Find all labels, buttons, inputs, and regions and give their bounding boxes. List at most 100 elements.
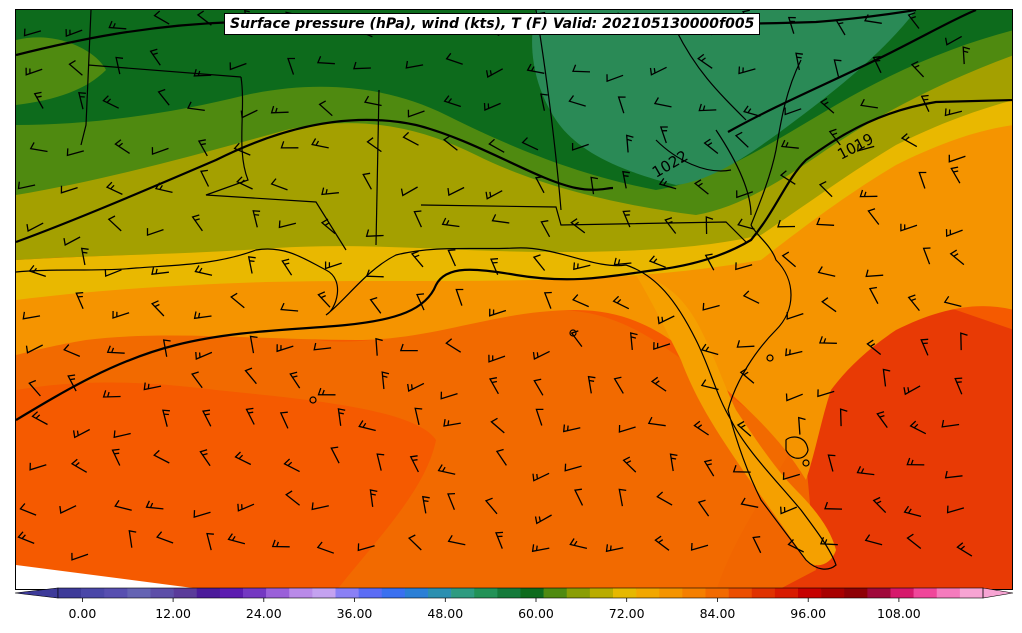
wind-barb: [920, 94, 930, 112]
wind-barb: [363, 95, 382, 107]
wind-barb: [819, 97, 835, 114]
wind-barb: [653, 342, 671, 350]
wind-barb: [381, 371, 390, 390]
wind-barb: [700, 379, 719, 391]
wind-barb: [960, 332, 968, 351]
wind-barb: [903, 505, 922, 518]
colorbar-cell: [589, 588, 614, 598]
wind-barb: [19, 503, 37, 516]
wind-barb: [146, 228, 164, 237]
wind-barb: [950, 166, 961, 184]
wind-barb: [521, 137, 539, 151]
wind-barb: [941, 419, 960, 428]
wind-barb: [366, 137, 382, 153]
wind-barb: [868, 286, 879, 305]
wind-barb: [229, 62, 247, 71]
map-title: Surface pressure (hPa), wind (kts), T (F…: [224, 13, 761, 35]
wind-barb: [669, 453, 678, 472]
wind-barbs: [17, 10, 973, 561]
wind-barb: [954, 377, 963, 395]
wind-barb: [114, 139, 130, 154]
wind-barb: [650, 376, 667, 392]
wind-barb: [247, 256, 256, 274]
wind-barb: [318, 100, 333, 117]
wind-barb: [572, 64, 591, 73]
colorbar-cell: [566, 588, 591, 598]
wind-barb: [664, 217, 677, 234]
colorbar-cell: [636, 588, 660, 598]
wind-barb: [816, 217, 835, 226]
wind-barb: [112, 310, 130, 319]
wind-barb: [330, 446, 340, 464]
wind-barb: [613, 376, 624, 394]
colorbar-extend-max: [982, 587, 1014, 599]
wind-barb: [736, 340, 755, 348]
wind-barb: [104, 269, 122, 278]
wind-barb: [442, 135, 458, 151]
wind-barb: [654, 535, 670, 551]
wind-barb: [944, 470, 963, 479]
wind-barb: [742, 290, 760, 304]
wind-barb: [197, 139, 208, 157]
wind-barb: [785, 393, 803, 402]
wind-barb: [191, 371, 203, 389]
wind-barb: [280, 141, 299, 149]
wind-barb: [779, 170, 796, 185]
wind-barb: [287, 57, 295, 75]
wind-barb: [488, 138, 505, 153]
wind-barb: [162, 339, 171, 357]
wind-barb: [111, 448, 121, 466]
wind-barb: [785, 348, 803, 357]
wind-barb: [617, 96, 626, 114]
wind-barb: [289, 371, 301, 389]
wind-barb: [922, 247, 931, 265]
wind-barb: [362, 172, 372, 190]
wind-barb: [489, 308, 507, 317]
wind-barb: [700, 343, 719, 356]
wind-barb: [949, 249, 965, 266]
wind-barb: [402, 131, 419, 146]
wind-barb: [865, 269, 884, 278]
wind-barb: [279, 411, 289, 429]
wind-barb: [59, 505, 77, 514]
wind-barb: [227, 533, 246, 545]
wind-barb: [574, 488, 584, 506]
wind-barb: [65, 29, 83, 38]
wind-barb: [317, 387, 336, 396]
wind-barb: [656, 491, 673, 506]
wind-barb: [29, 462, 47, 471]
wind-barb: [285, 490, 301, 506]
wind-barb: [657, 315, 675, 325]
colorbar-cell: [219, 588, 244, 598]
wind-barb: [244, 367, 257, 385]
wind-barb: [738, 66, 756, 75]
wind-barb: [128, 529, 137, 548]
colorbar-tick-label: 12.00: [155, 606, 191, 621]
wind-barb: [488, 377, 499, 395]
wind-barb: [572, 294, 589, 308]
colorbar-cell: [358, 588, 383, 598]
wind-barb: [613, 257, 632, 266]
wind-barb: [245, 407, 255, 425]
wind-barb: [534, 514, 552, 525]
wind-barb: [962, 46, 971, 65]
wind-barb: [187, 101, 205, 112]
wind-barb: [151, 267, 169, 275]
wind-barb: [659, 126, 668, 144]
wind-barb: [606, 74, 624, 83]
wind-barb: [526, 63, 545, 74]
wind-barb: [154, 182, 173, 194]
wind-barb: [67, 374, 77, 392]
wind-barb: [531, 544, 550, 553]
wind-barb: [782, 472, 800, 481]
wind-barb: [416, 293, 425, 311]
wind-barb: [353, 61, 371, 70]
wind-barb: [780, 139, 799, 149]
wind-barb: [440, 391, 458, 400]
wind-barb: [944, 35, 963, 46]
wind-barb: [22, 311, 41, 320]
colorbar-cell: [335, 588, 359, 598]
wind-barb: [867, 208, 880, 225]
wind-barb: [787, 539, 804, 553]
colorbar-cell: [728, 588, 753, 598]
